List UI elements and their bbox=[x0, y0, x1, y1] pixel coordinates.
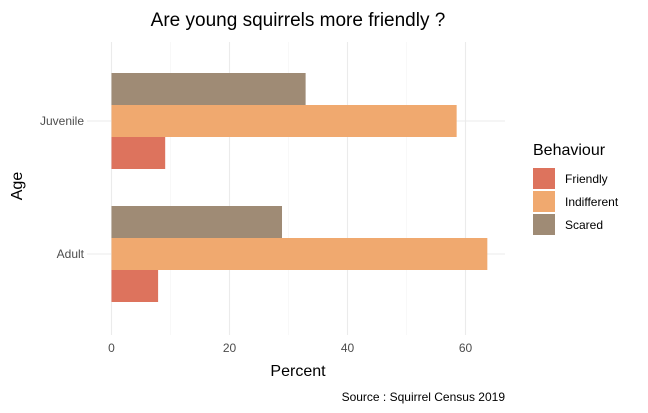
y-tick-label-adult: Adult bbox=[57, 247, 85, 261]
y-tick-label-juvenile: Juvenile bbox=[40, 114, 84, 128]
bar-juvenile-indifferent bbox=[111, 105, 457, 137]
bar-juvenile-friendly bbox=[111, 137, 166, 169]
x-axis-title: Percent bbox=[270, 363, 326, 380]
y-axis-title: Age bbox=[9, 172, 26, 201]
x-tick-labels: 0 20 40 60 bbox=[108, 341, 472, 355]
legend: Behaviour Friendly Indifferent Scared bbox=[533, 142, 619, 235]
legend-title: Behaviour bbox=[533, 142, 606, 159]
legend-label-scared: Scared bbox=[565, 218, 603, 232]
legend-label-friendly: Friendly bbox=[565, 172, 608, 186]
legend-swatch-scared bbox=[533, 214, 555, 235]
x-tick-label-60: 60 bbox=[459, 341, 473, 355]
bars bbox=[111, 73, 488, 302]
bar-adult-indifferent bbox=[111, 238, 488, 270]
legend-label-indifferent: Indifferent bbox=[565, 195, 619, 209]
y-tick-labels: Juvenile Adult bbox=[40, 114, 85, 261]
x-tick-label-40: 40 bbox=[341, 341, 355, 355]
x-tick-label-0: 0 bbox=[108, 341, 115, 355]
chart-title: Are young squirrels more friendly ? bbox=[151, 10, 446, 31]
bar-adult-scared bbox=[111, 206, 283, 238]
x-tick-label-20: 20 bbox=[223, 341, 237, 355]
legend-swatch-indifferent bbox=[533, 191, 555, 212]
bar-adult-friendly bbox=[111, 270, 159, 302]
caption: Source : Squirrel Census 2019 bbox=[342, 390, 506, 404]
bar-juvenile-scared bbox=[111, 73, 306, 105]
legend-swatch-friendly bbox=[533, 168, 555, 189]
